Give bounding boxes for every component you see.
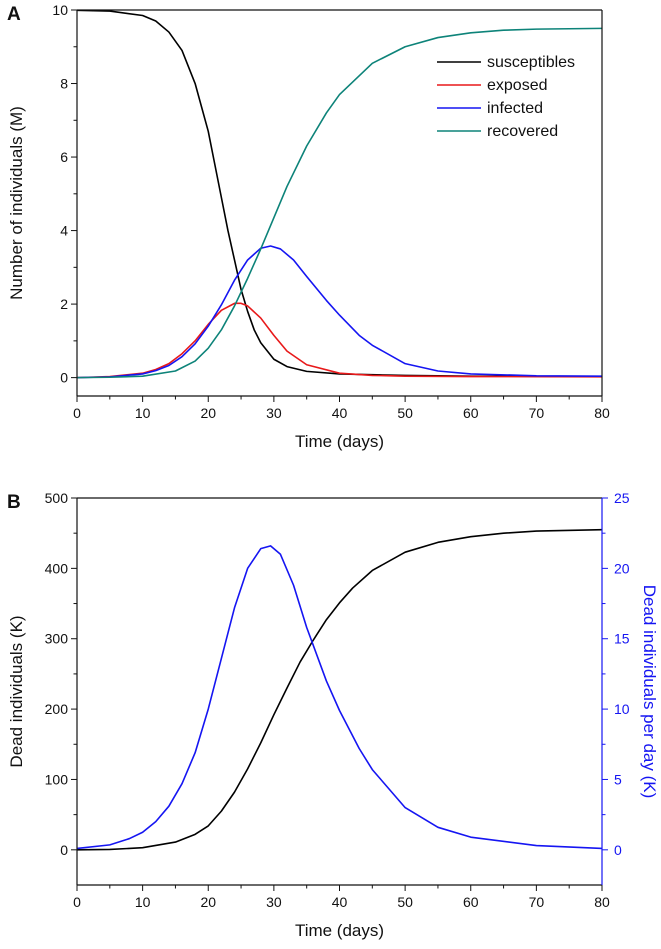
panel-letter: A <box>7 4 21 25</box>
x-tick-label: 0 <box>73 894 81 910</box>
x-tick-label: 20 <box>200 894 216 910</box>
series-line-exposed <box>77 302 602 379</box>
y-right-tick-label: 10 <box>614 701 630 717</box>
y-tick-label: 10 <box>52 2 68 18</box>
y-tick-label: 8 <box>60 76 68 92</box>
x-tick-label: 40 <box>332 405 348 421</box>
legend-label-exposed: exposed <box>487 77 548 94</box>
x-tick-label: 70 <box>529 894 545 910</box>
legend-label-infected: infected <box>487 100 543 117</box>
y-tick-label: 0 <box>60 370 68 386</box>
y-axis-right-title: Dead individuals per day (K) <box>640 585 659 799</box>
x-tick-label: 0 <box>73 405 81 421</box>
y-tick-label: 500 <box>45 490 69 506</box>
y-right-tick-label: 0 <box>614 842 622 858</box>
y-right-tick-label: 15 <box>614 631 630 647</box>
x-tick-label: 80 <box>594 405 610 421</box>
x-tick-label: 70 <box>529 405 545 421</box>
x-axis-title: Time (days) <box>295 432 384 451</box>
panel-letter: B <box>7 492 21 513</box>
y-right-tick-label: 20 <box>614 560 630 576</box>
x-tick-label: 40 <box>332 894 348 910</box>
y-tick-label: 400 <box>45 560 69 576</box>
series-line-recovered <box>77 27 602 379</box>
legend-label-recovered: recovered <box>487 123 558 140</box>
y-right-tick-label: 5 <box>614 771 622 787</box>
x-tick-label: 30 <box>266 894 282 910</box>
x-tick-label: 80 <box>594 894 610 910</box>
x-tick-label: 60 <box>463 405 479 421</box>
y-tick-label: 0 <box>60 842 68 858</box>
x-tick-label: 60 <box>463 894 479 910</box>
x-axis-title: Time (days) <box>295 921 384 940</box>
y-axis-title: Dead individuals (K) <box>7 615 26 767</box>
y-tick-label: 6 <box>60 149 68 165</box>
y-right-tick-label: 25 <box>614 490 630 506</box>
x-tick-label: 30 <box>266 405 282 421</box>
series-line-susceptibles <box>77 10 602 378</box>
series-line-infected <box>77 245 602 379</box>
x-tick-label: 10 <box>135 894 151 910</box>
series-line-dead-cumulative <box>77 528 602 851</box>
series-line-dead-per-day <box>77 545 602 850</box>
legend-label-susceptibles: susceptibles <box>487 54 575 71</box>
x-tick-label: 10 <box>135 405 151 421</box>
x-tick-label: 50 <box>397 894 413 910</box>
y-tick-label: 4 <box>60 223 68 239</box>
x-tick-label: 50 <box>397 405 413 421</box>
y-tick-label: 200 <box>45 701 69 717</box>
x-tick-label: 20 <box>200 405 216 421</box>
y-tick-label: 2 <box>60 296 68 312</box>
y-tick-label: 300 <box>45 631 69 647</box>
y-tick-label: 100 <box>45 771 69 787</box>
y-axis-title: Number of individuals (M) <box>7 106 26 300</box>
